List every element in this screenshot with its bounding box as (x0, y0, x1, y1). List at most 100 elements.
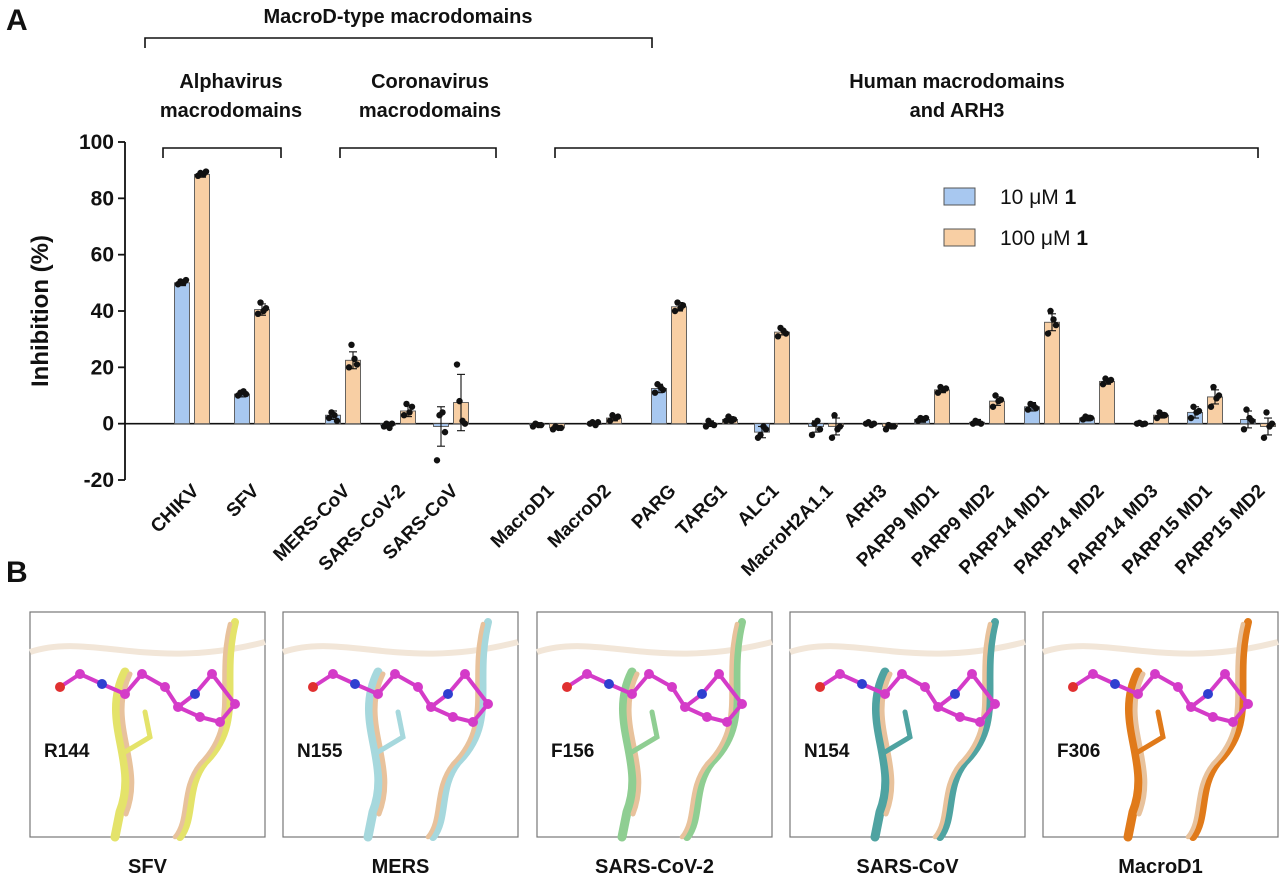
data-point (1153, 414, 1161, 422)
y-tick-label: -20 (84, 469, 114, 492)
data-point (1190, 403, 1197, 410)
ligand-atom (697, 689, 707, 699)
bars (174, 168, 1276, 464)
legend: 10 μM 1 100 μM 1 (943, 186, 1088, 250)
ligand-atom (714, 669, 724, 679)
ligand-atom (373, 689, 383, 699)
data-point (816, 426, 824, 433)
group-label-alpha-2: macrodomains (160, 100, 302, 122)
ligand-atom (880, 689, 890, 699)
ligand-atom (644, 669, 654, 679)
legend-swatch-100 (943, 228, 976, 247)
ligand-atom (667, 682, 677, 692)
ligand-atom (173, 702, 183, 712)
data-point (1243, 406, 1250, 413)
ligand-atom (448, 712, 458, 722)
y-tick-label: 100 (79, 131, 114, 154)
ligand-atom (1186, 702, 1196, 712)
data-point (1141, 420, 1149, 427)
bar (1099, 380, 1115, 425)
data-point (1099, 381, 1107, 388)
data-point (406, 409, 413, 416)
data-point (456, 397, 463, 405)
ligand-atom (207, 669, 217, 679)
data-point (730, 416, 738, 423)
ligand-atom (1243, 699, 1253, 709)
data-point (408, 403, 416, 410)
ligand-atom (955, 712, 965, 722)
ligand-atom (190, 689, 200, 699)
ligand-atom (443, 689, 453, 699)
data-point (388, 420, 396, 427)
ligand-atom (897, 669, 907, 679)
ligand-atom (350, 679, 360, 689)
protein-strand-right (429, 618, 492, 841)
legend-label-100: 100 μM 1 (1000, 227, 1088, 250)
data-point (202, 168, 210, 175)
structure-panel: F306 (1042, 611, 1279, 842)
data-point (1050, 316, 1057, 323)
data-point (331, 412, 338, 419)
data-point (762, 426, 770, 433)
residue-side-chain (882, 709, 913, 755)
residue-side-chain (122, 709, 153, 755)
ligand-bond (463, 672, 490, 706)
data-point (1052, 321, 1060, 329)
protein-strand-right (176, 618, 239, 841)
data-point (254, 310, 262, 318)
structure-caption: SARS-CoV (856, 856, 959, 878)
reference-strand (679, 621, 740, 840)
data-point (614, 413, 622, 420)
structure-residue-label: N154 (804, 741, 850, 762)
reference-strand (425, 621, 486, 840)
panel-label-b: B (6, 556, 28, 589)
data-point (836, 423, 844, 430)
data-point (400, 412, 408, 419)
structure-caption: MacroD1 (1118, 856, 1202, 878)
bracket-corona (339, 147, 497, 158)
data-point (782, 330, 790, 337)
ligand-atom (160, 682, 170, 692)
data-point (441, 428, 449, 436)
ligand-atom (604, 679, 614, 689)
legend-swatch-10 (943, 187, 976, 206)
data-point (934, 389, 942, 396)
ligand-atom (1110, 679, 1120, 689)
structure-panel: R144 (29, 611, 266, 842)
data-point (351, 355, 358, 363)
data-point (1263, 409, 1270, 416)
ligand-atom (702, 712, 712, 722)
ligand-atom (97, 679, 107, 689)
data-point (353, 361, 361, 368)
reference-strand (1185, 621, 1246, 840)
ligand-atom (975, 717, 985, 727)
data-point (453, 361, 461, 368)
ligand-atom (835, 669, 845, 679)
bar (254, 309, 270, 425)
data-point (774, 333, 782, 340)
data-point (1161, 412, 1169, 419)
protein-strand-right (936, 618, 999, 841)
data-point (333, 417, 341, 425)
ligand-atom (120, 689, 130, 699)
y-tick-label: 40 (91, 300, 114, 323)
data-point (659, 386, 667, 394)
y-axis-label: Inhibition (%) (27, 235, 54, 387)
data-point (992, 392, 999, 399)
ligand-atom (737, 699, 747, 709)
ligand-atom (468, 717, 478, 727)
data-point (1047, 307, 1054, 315)
data-point (262, 304, 270, 312)
group-label-human-1: Human macrodomains (849, 71, 1065, 93)
ligand-atom (627, 689, 637, 699)
ligand-atom (815, 682, 825, 692)
category-label: CHIKV (147, 480, 204, 537)
residue-side-chain (629, 709, 660, 755)
ligand-bond (717, 672, 744, 706)
protein-strand-right (1189, 618, 1252, 841)
ligand-atom (460, 669, 470, 679)
y-axis: 100 80 60 40 20 0 -20 (79, 131, 1270, 492)
data-point (922, 414, 930, 422)
reference-strand (932, 621, 993, 840)
